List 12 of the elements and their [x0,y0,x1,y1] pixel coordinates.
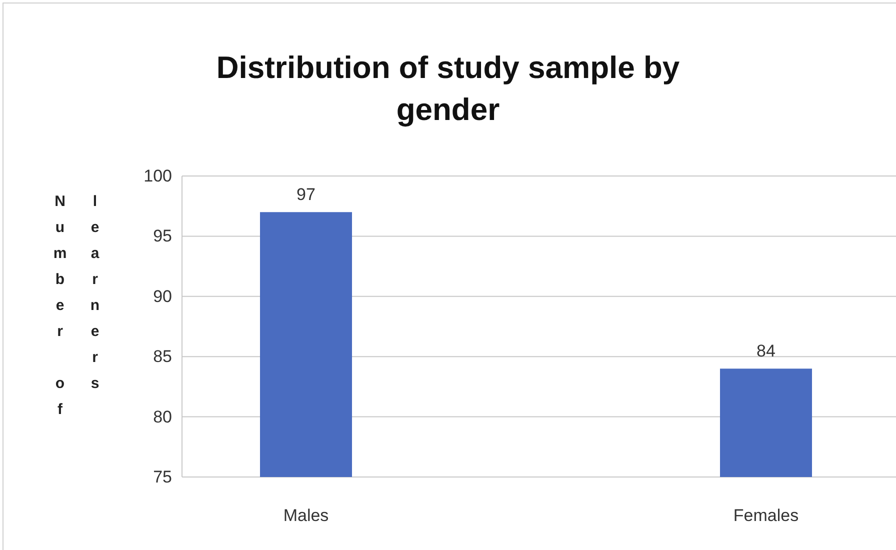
y-tick-label: 100 [144,166,172,186]
y-tick-label: 95 [153,226,172,246]
data-label: 84 [756,342,776,361]
y-tick-label: 90 [153,286,172,306]
data-label: 97 [296,185,316,204]
chart-title: Distribution of study sample by gender [216,50,680,127]
x-tick-label: Males [283,506,329,526]
y-tick-label: 80 [153,407,172,426]
y-tick-label: 75 [153,467,172,486]
y-tick-label: 85 [153,347,172,366]
x-tick-label: Females [733,506,799,526]
text: Number of learners [52,193,104,427]
